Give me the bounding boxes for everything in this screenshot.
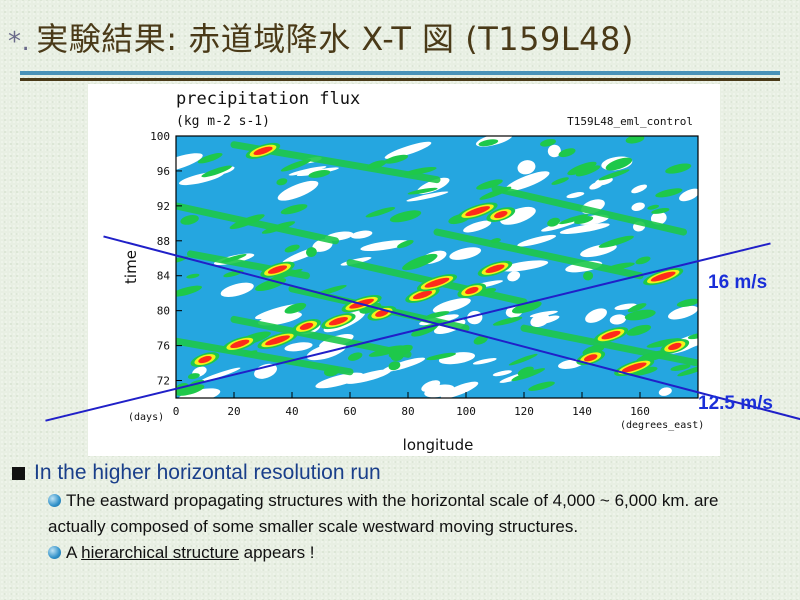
x-tick-label: 100 [456, 405, 476, 418]
rain-cell [261, 221, 296, 234]
dry-patch [463, 220, 492, 233]
dry-patch [406, 191, 449, 202]
chart-title: precipitation flux [176, 89, 360, 109]
rain-cell [384, 154, 409, 164]
rain-cell [651, 207, 670, 214]
y-axis-label: time [122, 250, 140, 284]
x-tick-label: 60 [343, 405, 356, 418]
dry-patch [631, 184, 648, 194]
rain-cell [366, 160, 387, 169]
westward-band [176, 202, 339, 245]
rain-cell [567, 161, 597, 176]
rain-cell [655, 188, 683, 198]
rain-cell [197, 152, 223, 164]
sub-bullet-2-prefix: A [66, 543, 82, 562]
dry-patch [631, 202, 645, 212]
run-label: T159L48_eml_control [567, 115, 693, 128]
precip-max-core [494, 211, 508, 219]
rain-cell [280, 159, 312, 172]
dry-patch [589, 181, 603, 190]
round-bullet-icon [48, 546, 61, 559]
rain-cell [478, 139, 499, 147]
rain-cell [598, 169, 630, 181]
chart-figure: precipitation flux (kg m-2 s-1) T159L48_… [88, 84, 720, 456]
y-axis-unit: (days) [128, 412, 164, 423]
rain-cell [547, 217, 560, 227]
rain-cell [574, 216, 594, 224]
y-tick-label: 96 [157, 165, 170, 178]
main-bullet: In the higher horizontal resolution run [12, 458, 792, 488]
rain-cell [280, 204, 308, 215]
x-tick-label: 0 [173, 405, 180, 418]
dry-patch [650, 211, 667, 225]
rain-cell [559, 214, 589, 225]
round-bullet-icon [48, 494, 61, 507]
dry-patch [500, 206, 536, 225]
bullet-list: In the higher horizontal resolution run … [12, 458, 792, 566]
y-tick-label: 72 [157, 375, 170, 388]
rain-cell [575, 165, 601, 177]
sub-bullet-1-text: The eastward propagating structures with… [48, 491, 719, 536]
dry-patch [505, 171, 550, 192]
rain-cell [389, 210, 422, 223]
square-bullet-icon [12, 466, 25, 480]
title-rule-blue [20, 71, 780, 75]
rain-cell [365, 207, 396, 218]
dry-patch [517, 160, 536, 175]
dry-patch [277, 180, 319, 201]
main-bullet-text: In the higher horizontal resolution run [34, 461, 381, 484]
title-text: 実験結果: 赤道域降水 X-T 図 (T159L48) [36, 20, 634, 58]
rain-cell [229, 214, 265, 230]
dry-patch [288, 166, 327, 176]
rain-cell [647, 204, 660, 210]
dry-patch [566, 192, 585, 199]
x-axis-label: longitude [403, 436, 474, 454]
x-tick-label: 120 [514, 405, 534, 418]
rain-cell [308, 170, 331, 178]
dry-patch [559, 223, 610, 234]
precip-max-core [465, 206, 490, 217]
title-mark: *. [8, 27, 31, 57]
rain-cell [540, 138, 556, 147]
x-tick-label: 140 [572, 405, 592, 418]
title-rule-brown [20, 78, 780, 81]
plot-area [176, 136, 698, 398]
x-tick-label: 20 [227, 405, 240, 418]
rain-cell [605, 157, 633, 171]
sub-bullet-1: The eastward propagating structures with… [48, 488, 778, 540]
y-tick-label: 76 [157, 340, 170, 353]
precip-max-core [253, 146, 273, 156]
chart-svg: precipitation flux (kg m-2 s-1) T159L48_… [122, 89, 704, 454]
y-tick-label: 84 [157, 270, 171, 283]
y-tick-label: 100 [150, 130, 170, 143]
rain-cell [479, 186, 512, 200]
slide-title: *. 実験結果: 赤道域降水 X-T 図 (T159L48) [8, 14, 634, 60]
chart-subtitle: (kg m-2 s-1) [176, 114, 270, 129]
x-tick-label: 40 [285, 405, 298, 418]
dry-patch [384, 141, 432, 159]
dry-patch [679, 188, 698, 202]
rain-cell [665, 163, 692, 174]
rain-cell [407, 187, 438, 195]
dry-patch [176, 153, 203, 173]
x-axis-unit: (degrees_east) [620, 420, 704, 431]
x-tick-label: 80 [401, 405, 414, 418]
hierarchical-structure-text: hierarchical structure [81, 543, 239, 562]
y-tick-label: 92 [157, 200, 170, 213]
westward-band [491, 184, 687, 236]
rain-cell [476, 179, 503, 190]
rain-cell [625, 136, 645, 144]
y-tick-label: 80 [157, 305, 170, 318]
y-tick-label: 88 [157, 235, 170, 248]
rain-cell [201, 165, 232, 178]
rain-cell [551, 177, 569, 185]
sub-bullet-2-suffix: appears ! [238, 543, 315, 562]
dry-patch [547, 144, 561, 158]
sub-bullet-2: A hierarchical structure appears ! [48, 540, 778, 566]
x-tick-label: 160 [630, 405, 650, 418]
rain-cell [403, 166, 437, 176]
rain-cell [558, 148, 576, 158]
rain-cell [276, 178, 288, 186]
rain-cell [180, 215, 199, 225]
